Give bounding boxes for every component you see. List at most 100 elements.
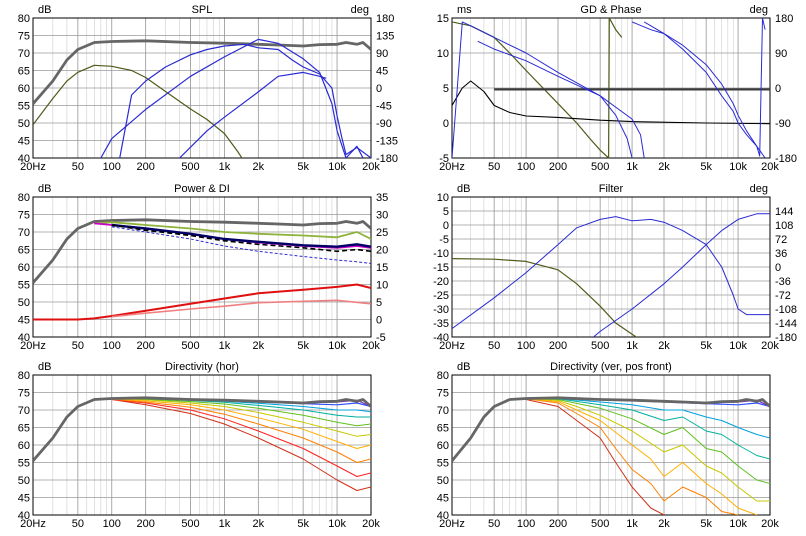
- y-tick-label: 65: [18, 423, 30, 435]
- y-tick-label: 65: [437, 423, 449, 435]
- x-tick-label: 100: [517, 161, 535, 173]
- x-tick-label: 10k: [729, 518, 747, 530]
- x-tick-label: 10k: [729, 161, 747, 173]
- chart-panel-2: 20Hz 50 100 200 500 1k 2k 5k 10k 20k -5 0 5 10 15 -180 -…: [437, 4, 797, 173]
- y-unit-label: dB: [38, 361, 51, 373]
- y-tick-label: 55: [18, 280, 30, 292]
- y-tick-label: 60: [437, 440, 449, 452]
- x-tick-label: 10k: [328, 161, 346, 173]
- y2-tick-label: -90: [376, 118, 392, 130]
- y-unit-label: dB: [38, 183, 51, 195]
- series-line-10: [452, 396, 770, 462]
- series-line-6: [111, 226, 371, 264]
- series-group: [33, 38, 371, 158]
- chart-panel-5: 20Hz 50 100 200 500 1k 2k 5k 10k 20k 40 45 50 55 60 65 7…: [18, 361, 381, 530]
- y2-tick-label: 25: [376, 227, 388, 239]
- y-tick-label: 60: [18, 440, 30, 452]
- y-tick-label: 80: [18, 13, 30, 25]
- series-line-1: [33, 218, 371, 284]
- series-line-3: [452, 80, 770, 125]
- x-tick-label: 50: [72, 518, 84, 530]
- x-tick-label: 200: [549, 518, 567, 530]
- y-tick-label: -5: [439, 234, 449, 246]
- y2-tick-label: -135: [376, 136, 398, 148]
- x-tick-label: 20Hz: [20, 518, 46, 530]
- x-tick-label: 20k: [761, 161, 779, 173]
- series-group: [452, 396, 770, 515]
- x-tick-label: 10k: [729, 340, 747, 352]
- y-tick-label: 40: [18, 153, 30, 165]
- x-tick-label: 2k: [658, 161, 670, 173]
- x-tick-label: 1k: [626, 161, 638, 173]
- series-line-8: [111, 299, 371, 318]
- x-tick-label: 500: [591, 518, 609, 530]
- x-tick-label: 20k: [362, 518, 380, 530]
- y-tick-label: 75: [18, 210, 30, 222]
- series-line-6: [631, 18, 766, 157]
- series-line-2: [94, 221, 371, 240]
- y-tick-label: 50: [437, 475, 449, 487]
- x-tick-label: 1k: [219, 518, 231, 530]
- series-line-5: [178, 71, 327, 158]
- y2-tick-label: -108: [775, 304, 797, 316]
- y2-tick-label: 5: [376, 297, 382, 309]
- y2-unit-label: deg: [351, 4, 369, 16]
- y2-tick-label: -180: [775, 332, 797, 344]
- series-group: [452, 213, 770, 337]
- series-line-1: [452, 258, 638, 337]
- x-tick-label: 500: [591, 340, 609, 352]
- x-tick-label: 5k: [297, 161, 309, 173]
- y-tick-label: 80: [437, 370, 449, 382]
- series-line-5: [509, 398, 770, 484]
- y-tick-label: 40: [18, 510, 30, 522]
- y2-tick-label: 0: [376, 83, 382, 95]
- x-tick-label: 5k: [297, 340, 309, 352]
- x-tick-label: 50: [72, 340, 84, 352]
- y2-tick-label: -72: [775, 290, 791, 302]
- y-unit-label: dB: [457, 361, 470, 373]
- x-tick-label: 10k: [328, 340, 346, 352]
- x-tick-label: 100: [103, 340, 121, 352]
- y-tick-label: 15: [437, 13, 449, 25]
- series-line-7: [33, 283, 371, 321]
- x-tick-label: 200: [549, 340, 567, 352]
- y-tick-label: 40: [18, 332, 30, 344]
- y2-tick-label: 15: [376, 262, 388, 274]
- x-tick-label: 1k: [626, 340, 638, 352]
- y-tick-label: 55: [437, 458, 449, 470]
- plot-frame: [32, 17, 372, 159]
- x-tick-label: 50: [72, 161, 84, 173]
- x-tick-label: 20Hz: [439, 161, 465, 173]
- series-line-2: [94, 399, 371, 477]
- y2-tick-label: -90: [775, 118, 791, 130]
- x-tick-label: 500: [181, 340, 199, 352]
- y-tick-label: -40: [433, 332, 449, 344]
- x-tick-label: 100: [103, 518, 121, 530]
- x-tick-label: 100: [103, 161, 121, 173]
- y-tick-label: 70: [18, 405, 30, 417]
- y-tick-label: -35: [433, 318, 449, 330]
- series-group: [33, 396, 371, 491]
- y-tick-label: 80: [18, 192, 30, 204]
- x-tick-label: 2k: [658, 518, 670, 530]
- y2-tick-label: 10: [376, 280, 388, 292]
- plot-frame: [32, 196, 372, 338]
- series-line-3: [119, 43, 371, 158]
- chart-title: Filter: [599, 183, 624, 195]
- y2-tick-label: -180: [376, 153, 398, 165]
- y2-tick-label: -45: [376, 101, 392, 113]
- x-tick-label: 5k: [700, 518, 712, 530]
- series-line-3: [509, 398, 757, 515]
- y2-unit-label: deg: [750, 183, 768, 195]
- series-group: [33, 218, 371, 321]
- x-tick-label: 20Hz: [439, 518, 465, 530]
- y-tick-label: -10: [433, 248, 449, 260]
- series-line-3: [94, 398, 371, 463]
- y-tick-label: 45: [18, 315, 30, 327]
- x-tick-label: 1k: [626, 518, 638, 530]
- x-tick-label: 20k: [362, 340, 380, 352]
- series-line-4: [509, 398, 770, 502]
- y-tick-label: 55: [18, 101, 30, 113]
- chart-panel-4: 20Hz 50 100 200 500 1k 2k 5k 10k 20k-40-35-30-25-…: [433, 183, 797, 352]
- y2-tick-label: 90: [376, 48, 388, 60]
